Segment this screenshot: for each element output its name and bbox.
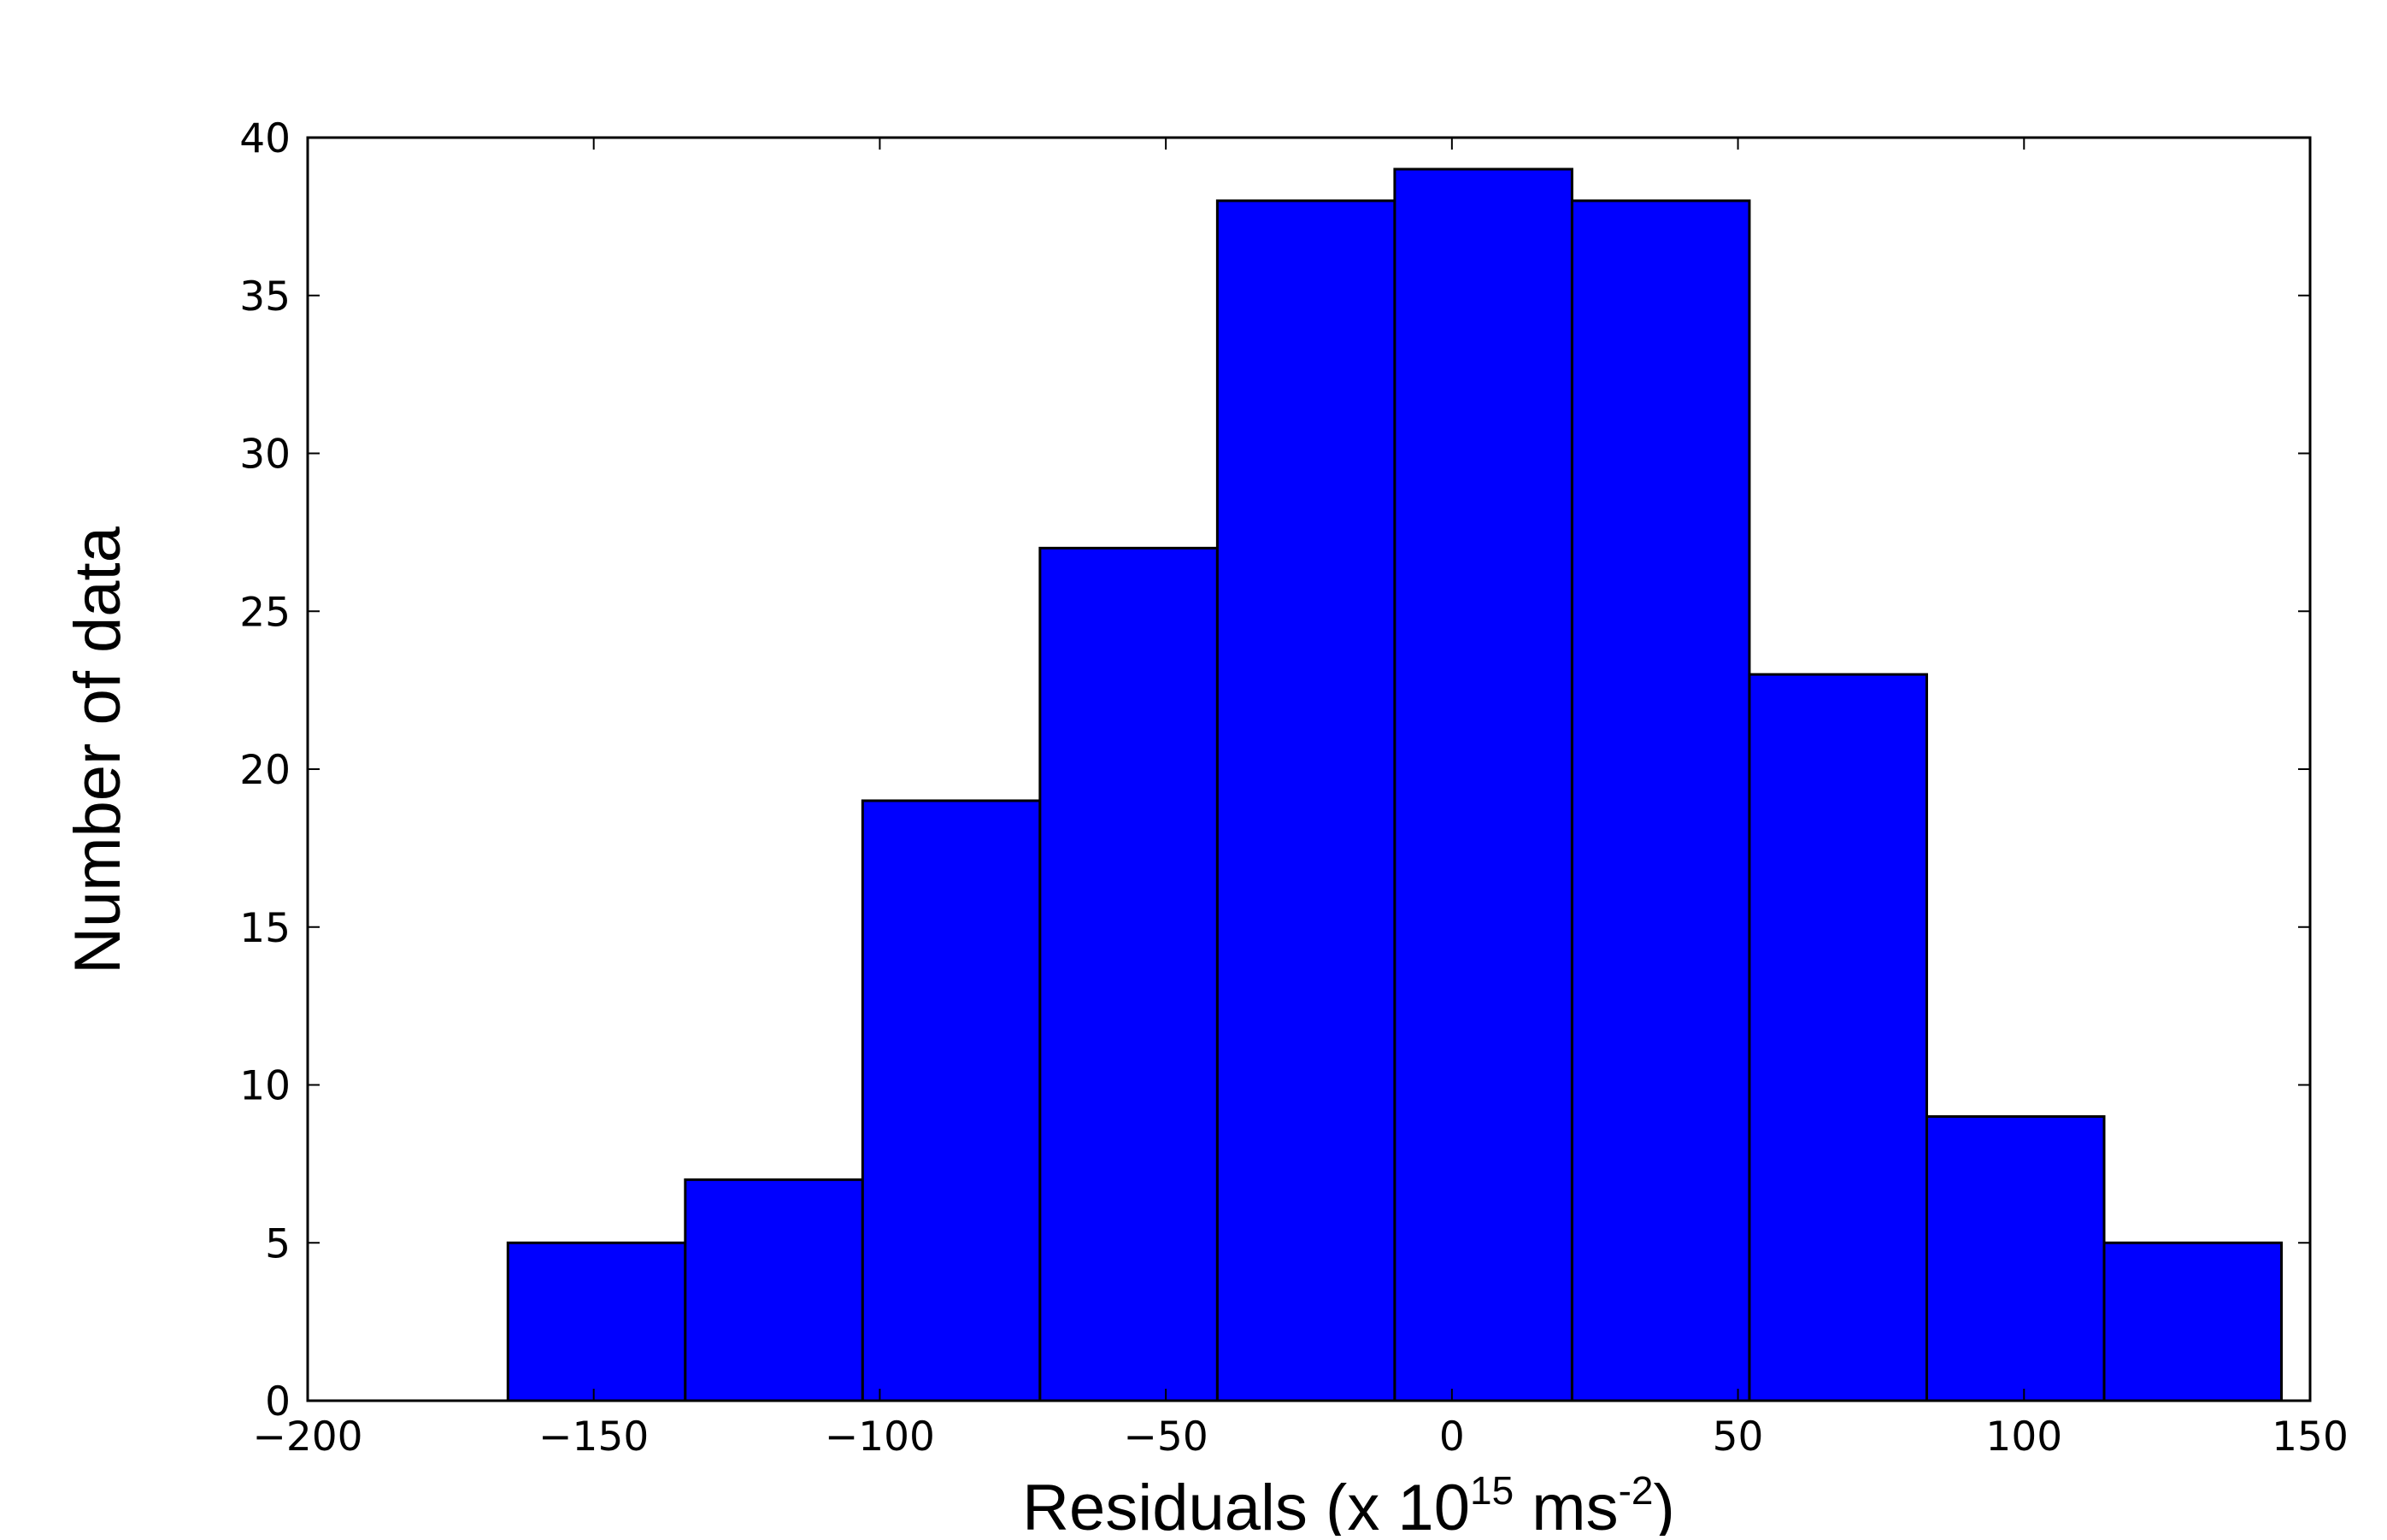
x-axis-label-exponent: 15	[1470, 1468, 1514, 1513]
y-tick-label: 10	[239, 1063, 291, 1110]
x-tick-label: −150	[538, 1414, 649, 1461]
x-axis-label: Residuals (x 1015 ms-2)	[1022, 1468, 1675, 1536]
y-axis-label: Number of data	[62, 526, 134, 974]
x-tick-label: −50	[1124, 1414, 1208, 1461]
x-tick-label: 150	[2272, 1414, 2349, 1461]
histogram-bar	[1925, 1114, 2106, 1402]
x-tick-label: −100	[825, 1414, 935, 1461]
histogram-bar	[1215, 199, 1396, 1402]
histogram-bar	[2102, 1241, 2284, 1402]
y-tick-label: 35	[239, 273, 291, 320]
plot-frame	[306, 136, 2312, 1402]
y-tick-label: 0	[265, 1378, 291, 1425]
y-tick-label: 20	[239, 747, 291, 794]
y-tick-label: 15	[239, 905, 291, 952]
x-tick-label: −200	[252, 1414, 362, 1461]
x-tick-label: 100	[1985, 1414, 2062, 1461]
x-tick-label: 50	[1713, 1414, 1764, 1461]
histogram-bar	[1570, 199, 1751, 1402]
histogram-bar	[1393, 168, 1573, 1402]
histogram-bar	[861, 799, 1042, 1402]
x-axis-label-unit: ms	[1514, 1472, 1618, 1536]
x-tick-label: 0	[1439, 1414, 1465, 1461]
tick-labels-layer: −200 −150 −100 −50 0 50 100 150 0 5 10 15 20 25 30 35 40	[239, 115, 2349, 1461]
x-axis-label-suffix: )	[1654, 1472, 1675, 1536]
y-tick-label: 40	[239, 115, 291, 162]
bars-layer	[506, 168, 2284, 1402]
y-tick-label: 5	[265, 1220, 291, 1267]
histogram-bar	[1748, 673, 1928, 1402]
y-tick-label: 25	[239, 589, 291, 636]
y-tick-label: 30	[239, 432, 291, 479]
x-axis-label-prefix: Residuals (x 10	[1022, 1472, 1470, 1536]
x-axis-label-unit-exponent: -2	[1619, 1468, 1654, 1513]
histogram-bar	[1038, 546, 1219, 1402]
histogram-bar	[506, 1241, 687, 1402]
histogram-bar	[684, 1178, 864, 1402]
